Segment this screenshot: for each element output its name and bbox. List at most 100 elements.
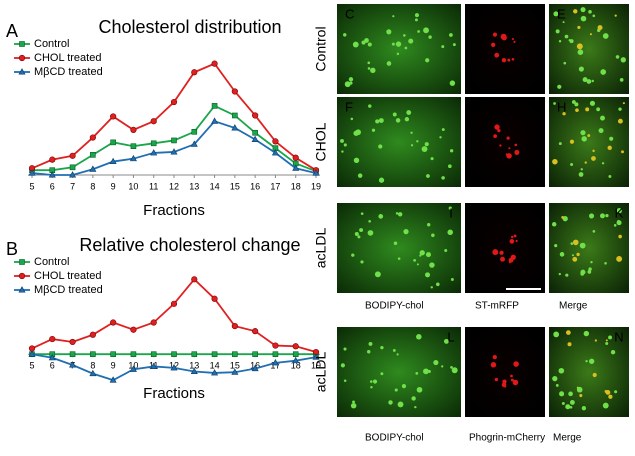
marker	[231, 88, 238, 95]
spot	[340, 363, 345, 368]
marker	[150, 351, 157, 358]
spot	[614, 14, 617, 17]
spot	[449, 33, 453, 37]
spot	[403, 34, 406, 37]
spot	[586, 79, 592, 84]
spot	[558, 367, 565, 374]
spot	[367, 230, 374, 236]
spot	[368, 220, 371, 223]
spot	[511, 37, 515, 41]
panel-letter: B	[6, 239, 18, 259]
panel-letter: K	[615, 205, 624, 220]
spot	[430, 286, 433, 289]
spot	[426, 174, 430, 178]
marker	[110, 139, 116, 146]
spot	[568, 39, 571, 42]
spot	[567, 342, 572, 347]
spot	[578, 172, 584, 177]
legend-marker	[18, 68, 26, 75]
spot	[397, 257, 401, 260]
spot	[581, 136, 587, 142]
spot	[511, 58, 515, 61]
marker	[211, 117, 219, 124]
spot	[572, 239, 579, 246]
spot	[395, 41, 402, 47]
marker	[292, 351, 299, 358]
marker	[89, 134, 96, 141]
legend-marker	[18, 272, 26, 280]
spot	[576, 386, 583, 393]
spot	[580, 7, 586, 13]
spot	[581, 405, 587, 411]
spot	[367, 42, 372, 47]
caption: Merge	[559, 301, 588, 312]
spot	[501, 57, 507, 63]
x-axis-label: Fractions	[143, 385, 205, 402]
x-tick-label: 18	[291, 181, 301, 191]
marker	[292, 343, 299, 350]
spot	[616, 208, 622, 214]
spot	[408, 38, 414, 44]
spot	[513, 234, 517, 238]
micrograph	[465, 97, 545, 187]
spot	[605, 341, 609, 345]
spot	[619, 78, 624, 82]
row-label: CHOL	[313, 122, 329, 161]
spot	[388, 400, 393, 405]
x-tick-label: 18	[291, 361, 301, 371]
spot	[414, 405, 417, 409]
spot	[428, 35, 432, 39]
spot	[510, 378, 514, 382]
legend-marker	[19, 41, 25, 47]
spot	[494, 52, 500, 58]
spot	[370, 67, 376, 74]
spot	[610, 349, 616, 355]
spot	[351, 253, 355, 257]
marker	[211, 60, 218, 67]
spot	[395, 212, 399, 215]
panel-letter: E	[557, 6, 566, 21]
spot	[499, 144, 502, 147]
spot	[378, 214, 384, 219]
spot	[416, 386, 423, 393]
spot	[507, 58, 511, 62]
x-tick-label: 19	[311, 361, 321, 371]
spot	[553, 331, 560, 338]
panel-letter: M	[530, 329, 541, 344]
spot	[566, 330, 571, 335]
spot	[587, 270, 592, 274]
legend-label: CHOL treated	[34, 52, 101, 64]
x-tick-label: 17	[270, 181, 280, 191]
spot	[413, 259, 417, 262]
spot	[588, 10, 592, 14]
spot	[450, 366, 453, 369]
legend-label: Control	[34, 256, 69, 268]
spot	[570, 162, 574, 167]
spot	[588, 267, 592, 271]
spot	[343, 347, 347, 351]
micrograph	[337, 203, 461, 293]
marker	[190, 140, 198, 147]
legend-marker	[19, 259, 25, 265]
spot	[343, 379, 347, 383]
marker	[69, 351, 76, 358]
spot	[452, 43, 456, 47]
marker	[211, 295, 218, 302]
panel-letter: I	[449, 205, 453, 220]
panel-letter: H	[557, 99, 566, 114]
spot	[577, 49, 584, 56]
marker	[171, 351, 177, 358]
spot	[494, 124, 500, 130]
x-tick-label: 10	[128, 181, 138, 191]
x-tick-label: 6	[50, 181, 55, 191]
spot	[340, 139, 344, 143]
spot	[448, 206, 452, 210]
spot	[565, 216, 568, 219]
x-tick-label: 19	[311, 181, 321, 191]
marker	[69, 338, 76, 346]
spot	[605, 214, 609, 218]
spot	[492, 249, 499, 256]
spot	[359, 228, 364, 233]
marker	[170, 300, 178, 307]
spot	[357, 235, 361, 239]
